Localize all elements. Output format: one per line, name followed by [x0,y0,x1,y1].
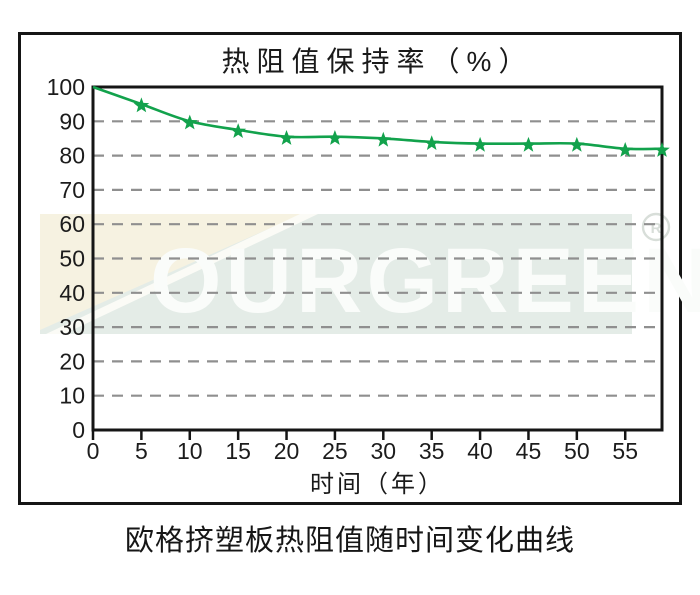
x-tick-label: 40 [467,438,493,464]
x-tick-label: 25 [322,438,348,464]
y-tick-label: 30 [59,314,85,340]
y-tick-label: 60 [59,211,85,237]
y-tick-label: 20 [59,348,85,374]
x-tick-label: 5 [135,438,148,464]
chart-title: 热阻值保持率（%） [221,46,534,77]
x-tick-label: 35 [419,438,445,464]
registered-trademark-icon [641,212,671,242]
data-point-star-marker [327,130,343,145]
y-tick-label: 50 [59,246,85,272]
data-point-star-marker [654,142,670,157]
x-tick-label: 15 [225,438,251,464]
data-point-star-marker [375,131,392,147]
y-tick-label: 80 [59,143,85,169]
data-point-star-marker [133,97,150,113]
y-tick-label: 0 [72,417,85,443]
x-tick-label: 30 [371,438,397,464]
x-tick-label: 55 [612,438,638,464]
data-point-star-marker [182,114,198,130]
data-point-star-marker [423,135,440,150]
data-point-star-marker [230,123,246,138]
y-tick-label: 40 [59,280,85,306]
x-tick-label: 0 [87,438,100,464]
x-axis-label: 时间（年） [310,471,445,498]
data-point-star-marker [569,136,585,152]
x-tick-label: 10 [177,438,203,464]
watermark-text: OURGREEN [150,230,700,332]
plot-border [91,85,664,432]
x-tick-label: 20 [274,438,300,464]
registered-trademark-letter: R [651,220,662,237]
y-tick-label: 90 [59,108,85,134]
y-tick-label: 100 [47,74,85,100]
y-tick-label: 70 [59,177,85,203]
x-tick-label: 45 [516,438,542,464]
watermark-logo-stripe-icon [46,214,318,334]
data-point-star-marker [520,136,537,152]
figure-caption: 欧格挤塑板热阻值随时间变化曲线 [124,525,575,557]
x-tick-label: 50 [564,438,590,464]
watermark-logo-shape [40,214,302,330]
chart-frame [18,32,682,505]
data-point-star-marker [617,142,633,157]
data-point-star-marker [278,130,295,145]
y-tick-label: 10 [59,383,85,409]
data-point-star-marker [472,136,488,152]
